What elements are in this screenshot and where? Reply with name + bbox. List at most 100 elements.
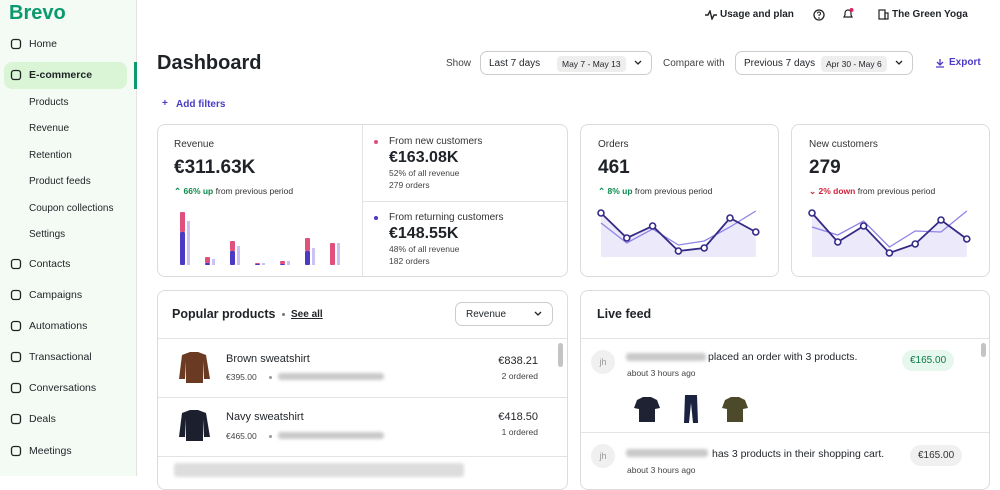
export-button[interactable]: Export: [949, 57, 981, 68]
nav-item[interactable]: Products: [29, 97, 69, 108]
redacted-name: [626, 449, 708, 457]
nav-item[interactable]: Home: [29, 38, 58, 50]
change-value: 66% up: [183, 186, 214, 196]
product-thumb: [722, 397, 748, 422]
segment-share: 48% of all revenue: [389, 244, 460, 254]
new-bar: [205, 257, 210, 263]
product-revenue: €418.50: [498, 411, 538, 423]
metric: Revenue: [466, 309, 507, 320]
card-label: New customers: [809, 139, 878, 150]
nav-item[interactable]: Settings: [29, 229, 66, 240]
card-value: 461: [598, 157, 630, 178]
previous-line: [811, 210, 968, 248]
new-bar: [305, 238, 310, 251]
returning-bar: [205, 263, 210, 265]
returning-bar: [280, 264, 285, 265]
nav-item[interactable]: Campaigns: [29, 289, 83, 301]
divider: [363, 201, 567, 202]
nav-item[interactable]: Product feeds: [29, 176, 91, 187]
nav-item[interactable]: Revenue: [29, 123, 70, 134]
point: [648, 222, 657, 230]
revenue-bars: [180, 212, 340, 265]
nav-item[interactable]: Automations: [29, 320, 88, 332]
cart-amount: €165.00: [910, 445, 963, 466]
scrollbar[interactable]: [981, 343, 986, 357]
product-price: €395.00: [226, 372, 257, 382]
area: [812, 213, 967, 257]
nav-item[interactable]: E-commerce: [29, 69, 93, 81]
add-filters[interactable]: Add filters: [176, 99, 226, 110]
previous-bar: [262, 263, 265, 265]
previous-bar: [337, 243, 340, 265]
bell-icon[interactable]: [842, 8, 854, 21]
product-ordered: 1 ordered: [501, 427, 538, 437]
product-image: [179, 410, 210, 441]
feed-text: placed an order with 3 products.: [708, 351, 858, 363]
nav-item[interactable]: Coupon collections: [29, 203, 114, 214]
feed-text: has 3 products in their shopping cart.: [712, 448, 885, 460]
pulse-icon: [705, 10, 717, 20]
returning-bar: [305, 251, 310, 265]
point: [911, 240, 919, 248]
sidebar: Brevo Home E-commerce Products Revenue Reten…: [0, 0, 137, 476]
period-select[interactable]: Last 7 days May 7 - May 13: [480, 51, 652, 75]
nav-item[interactable]: Deals: [29, 413, 56, 425]
segment-value: €148.55K: [389, 225, 459, 242]
chevron: [895, 60, 903, 65]
period-dates: May 7 - May 13: [557, 56, 626, 72]
help-icon[interactable]: [813, 9, 825, 21]
nav-icon: [10, 382, 22, 394]
change-text: from previous period: [634, 186, 713, 196]
nav-icon: [10, 258, 22, 270]
order-amount: €165.00: [902, 350, 955, 371]
nav-item[interactable]: Retention: [29, 150, 72, 161]
chevron: [634, 60, 642, 65]
product-thumb: [634, 397, 660, 422]
card-value: €311.63K: [174, 157, 256, 178]
nav-icon: [10, 289, 22, 301]
nav-item[interactable]: Transactional: [29, 351, 92, 363]
product-ordered: 2 ordered: [501, 371, 538, 381]
see-all-link[interactable]: See all: [291, 309, 323, 320]
segment-share: 52% of all revenue: [389, 168, 460, 178]
point: [622, 234, 631, 242]
compare-select[interactable]: Previous 7 days Apr 30 - May 6: [735, 51, 913, 75]
export-icon: [936, 59, 944, 68]
area: [601, 213, 756, 257]
previous-bar: [212, 259, 215, 265]
new-bar: [330, 243, 335, 265]
previous-bar: [312, 248, 315, 265]
change-value: 2% down: [818, 186, 856, 196]
redacted-row: [174, 463, 464, 477]
divider: [581, 338, 989, 339]
orders-card: Orders 461 ⌃ 8% up from previous period: [580, 124, 779, 277]
previous-bar: [287, 261, 290, 265]
divider: [362, 125, 363, 276]
separator: [269, 435, 272, 438]
scrollbar[interactable]: [558, 343, 563, 367]
point: [833, 238, 842, 246]
product-name: Navy sweatshirt: [226, 411, 304, 423]
redacted-sku: [278, 432, 384, 439]
chevron: [534, 311, 542, 316]
nav-item[interactable]: Contacts: [29, 258, 71, 270]
account-menu[interactable]: The Green Yoga: [892, 9, 968, 20]
nav-item[interactable]: Meetings: [29, 445, 72, 457]
usage-link[interactable]: Usage and plan: [720, 9, 794, 20]
returning-bar: [180, 232, 185, 265]
metric-select[interactable]: Revenue: [455, 302, 553, 326]
nav-icon: [10, 38, 22, 50]
nav-item[interactable]: Conversations: [29, 382, 97, 394]
segment-label: From new customers: [389, 136, 483, 147]
nav-icon: [10, 351, 22, 363]
nav-icon: [10, 69, 22, 81]
separator: [269, 376, 272, 379]
point: [674, 247, 683, 255]
logo[interactable]: Brevo: [9, 2, 66, 24]
change-text: from previous period: [215, 186, 294, 196]
product-price: €465.00: [226, 431, 257, 441]
compare-period: Previous 7 days: [744, 58, 816, 69]
previous-bar: [187, 221, 190, 265]
divider: [158, 456, 567, 457]
point: [885, 249, 894, 257]
